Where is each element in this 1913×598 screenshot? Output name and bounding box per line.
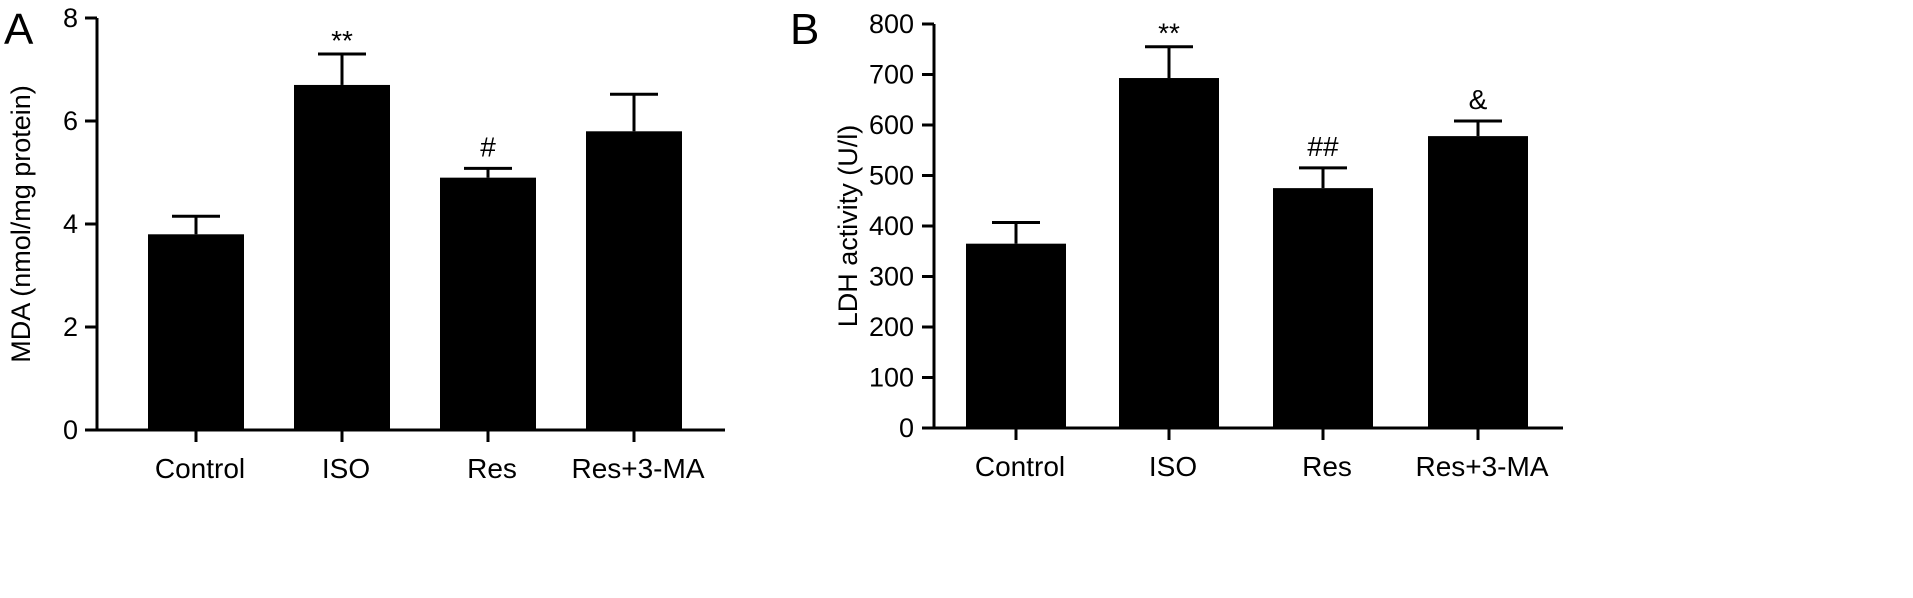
x-tick-label: ISO [322,453,370,484]
x-tick-label: ISO [1149,451,1197,482]
bar [1428,136,1528,429]
x-tick-label: Res+3-MA [1415,451,1548,482]
y-tick-label: 400 [869,211,914,241]
significance-label: ## [1307,131,1339,162]
y-tick-label: 600 [869,110,914,140]
y-tick-label: 800 [869,9,914,39]
x-tick-label: Res [467,453,517,484]
bar [294,84,390,430]
y-tick-label: 500 [869,161,914,191]
y-tick-label: 4 [63,209,78,239]
bar [148,234,244,430]
y-axis-title: LDH activity (U/l) [833,125,863,328]
x-tick-label: Control [975,451,1065,482]
y-tick-label: 700 [869,60,914,90]
panel-letter: B [790,5,819,54]
bar [440,177,536,430]
chart-panel-a: A 0 2 4 6 8 MDA (nmol/mg protein) Control ISO ** R… [4,3,725,484]
x-tick-label: Res+3-MA [571,453,704,484]
y-tick-label: 200 [869,312,914,342]
y-axis-title: MDA (nmol/mg protein) [6,85,36,363]
significance-label: ** [331,25,353,56]
y-tick-label: 6 [63,106,78,136]
chart-panel-b: B 0 100 200 300 400 500 600 700 800 LDH activity (… [790,5,1563,482]
significance-label: ** [1158,18,1180,49]
y-tick-label: 8 [63,3,78,33]
bar [1273,188,1373,428]
y-tick-label: 100 [869,363,914,393]
bar [586,131,682,431]
y-tick-label: 300 [869,262,914,292]
bar [966,243,1066,428]
bar [1119,78,1219,428]
x-tick-label: Res [1302,451,1352,482]
significance-label: # [480,131,496,162]
y-tick-label: 0 [899,413,914,443]
y-tick-label: 2 [63,312,78,342]
x-tick-label: Control [155,453,245,484]
significance-label: & [1469,84,1488,115]
y-tick-label: 0 [63,415,78,445]
panel-letter: A [4,5,34,54]
